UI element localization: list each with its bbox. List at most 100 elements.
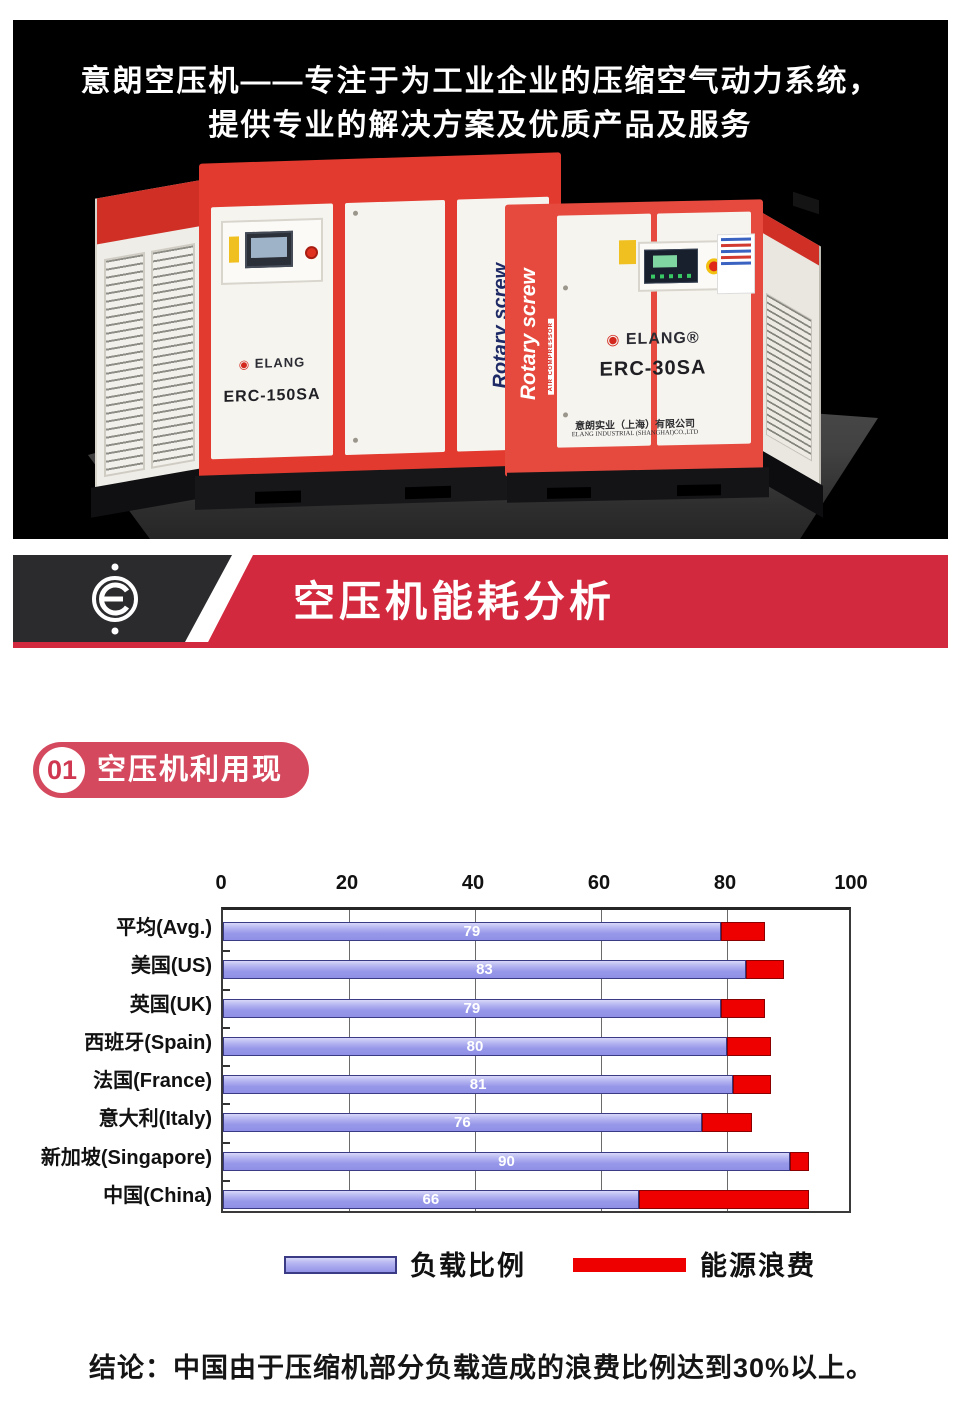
bar-value-label: 76 <box>454 1114 471 1132</box>
louver-vent <box>151 243 195 469</box>
x-tick-label: 80 <box>713 872 737 894</box>
compressor-side-vents <box>761 212 821 485</box>
bar-value-label: 81 <box>469 1076 487 1093</box>
bar-waste <box>727 1036 772 1056</box>
louver-vent <box>766 292 812 462</box>
compressor-door-panel <box>345 199 445 456</box>
bar-waste <box>745 960 784 980</box>
bar-value-label: 83 <box>476 961 493 979</box>
category-label: 法国(France) <box>93 1070 212 1092</box>
compressor-roof-band <box>761 212 819 266</box>
bar-load <box>223 998 721 1018</box>
screw <box>353 210 358 216</box>
section-number: 01 <box>39 747 85 793</box>
banner-red-underline <box>13 642 209 648</box>
spec-sticker <box>717 233 755 295</box>
bar-load <box>223 922 721 941</box>
model-label: ERC-150SA <box>223 385 321 406</box>
category-label: 平均(Avg.) <box>116 917 212 939</box>
minor-tick <box>223 1026 230 1029</box>
bar-value-label: 80 <box>466 1037 484 1055</box>
control-screen <box>644 248 698 284</box>
category-label: 意大利(Italy) <box>98 1108 212 1131</box>
forklift-slot <box>405 485 451 500</box>
bar-waste <box>638 1189 809 1209</box>
minor-tick <box>223 988 230 991</box>
bar-load <box>223 1151 790 1171</box>
control-panel <box>638 240 726 292</box>
legend-label-load: 负载比例 <box>410 1251 526 1281</box>
minor-tick <box>223 1141 230 1144</box>
louver-vent <box>104 251 145 478</box>
hero-headline-line1: 意朗空压机——专注于为工业企业的压缩空气动力系统， <box>80 65 881 98</box>
bar-load <box>223 1189 639 1209</box>
screw <box>563 285 568 291</box>
control-screen <box>245 230 293 269</box>
power-button <box>305 245 318 260</box>
compressor-roof-band <box>97 180 201 245</box>
minor-tick <box>223 950 230 953</box>
category-label: 英国(UK) <box>129 993 212 1016</box>
category-label: 中国(China) <box>103 1184 212 1207</box>
elang-logo-icon <box>92 563 138 635</box>
brand-icon: ◉ <box>238 357 251 372</box>
banner-red-band <box>205 555 948 648</box>
bar-waste <box>720 998 765 1018</box>
x-tick-label: 60 <box>587 872 611 894</box>
category-label: 西班牙(Spain) <box>84 1031 212 1054</box>
compressor-door-panel: ◉ ELANG ERC-150SA <box>211 203 333 460</box>
minor-tick <box>223 1103 230 1106</box>
air-compressor-label: AIR COMPRESSOR <box>548 318 554 395</box>
legend-swatch-waste <box>573 1258 686 1272</box>
chart-plot-area: 79 83 79 80 81 76 90 66 <box>221 907 851 1213</box>
gridline <box>601 910 602 1211</box>
bar-waste <box>720 922 765 941</box>
bar-load <box>223 1113 702 1133</box>
conclusion-text: 结论：中国由于压缩机部分负载造成的浪费比例达到30%以上。 <box>88 1353 875 1383</box>
forklift-slot <box>677 484 721 497</box>
bar-waste <box>790 1151 809 1171</box>
bar-value-label: 79 <box>463 923 481 940</box>
bar-waste <box>733 1075 772 1094</box>
bar-load <box>223 960 746 980</box>
forklift-slot <box>547 486 591 499</box>
bar-value-label: 79 <box>463 999 481 1017</box>
gridline <box>475 910 476 1211</box>
forklift-slot <box>255 490 301 504</box>
category-label: 新加坡(Singapore) <box>40 1146 212 1169</box>
hero-section: 意朗空压机——专注于为工业企业的压缩空气动力系统， 提供专业的解决方案及优质产品… <box>13 20 948 539</box>
display <box>653 255 677 268</box>
gridline <box>349 910 350 1211</box>
hero-headline-line2: 提供专业的解决方案及优质产品及服务 <box>208 109 753 142</box>
compressor-front: Rotary screw AIR COMPRESSOR ◉ ELANG® ER <box>505 199 763 477</box>
bar-value-label: 90 <box>498 1152 515 1170</box>
bar-load <box>223 1075 734 1094</box>
legend-label-waste: 能源浪费 <box>700 1251 816 1281</box>
minor-tick <box>223 1179 230 1182</box>
x-tick-label: 20 <box>335 872 359 894</box>
gridline <box>727 910 728 1211</box>
indicator-leds <box>651 273 695 279</box>
warning-sticker <box>619 239 636 265</box>
control-panel <box>221 217 323 285</box>
brand-icon: ◉ <box>606 331 621 349</box>
section-badge: 01 空压机利用现状 <box>33 742 309 842</box>
x-tick-label: 100 <box>834 872 868 894</box>
warning-sticker <box>229 236 239 263</box>
category-label: 美国(US) <box>130 955 212 978</box>
screw <box>353 437 358 443</box>
rotary-screw-label: Rotary screw <box>517 268 540 401</box>
section-banner: 空压机能耗分析 <box>13 555 948 648</box>
compressor-side-vents <box>95 180 201 491</box>
x-tick-label: 0 <box>215 872 227 894</box>
x-tick-label: 40 <box>461 872 485 894</box>
bar-load <box>223 1036 727 1056</box>
compressor-erc-30sa: Rotary screw AIR COMPRESSOR ◉ ELANG® ER <box>505 188 835 518</box>
section-title: 空压机利用现状 <box>97 754 284 842</box>
model-label: ERC-30SA <box>599 356 707 381</box>
bar-waste <box>701 1113 753 1133</box>
compressor-base <box>507 467 769 503</box>
compressor-erc-150sa: ◉ ELANG ERC-150SA Rotary screw <box>91 150 565 522</box>
brand-logo: ◉ ELANG <box>238 354 306 372</box>
bar-value-label: 66 <box>422 1190 440 1208</box>
